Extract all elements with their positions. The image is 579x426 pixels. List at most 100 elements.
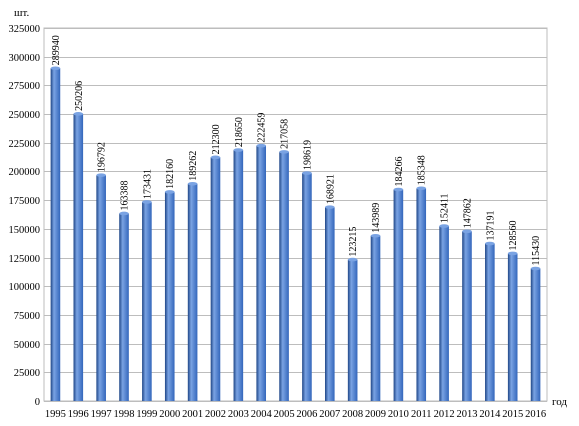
x-tick-label: 2000 [159,409,180,420]
bar-2003 [233,150,244,401]
y-tick-label: 100000 [9,282,41,293]
bar-2000 [164,191,175,401]
bar-cap [73,112,84,116]
bar-cap [324,205,335,209]
bars [50,66,541,401]
bar-cap [119,211,129,216]
bar-1999 [142,201,152,401]
data-label: 222459 [257,113,268,143]
data-label: 128560 [508,220,519,250]
bar-cap [256,143,267,148]
y-axis-ticks: 0 25000 50000 75000 100000 125000 150000 175000… [9,24,41,408]
bar-cap [370,233,381,238]
bar-cap [530,266,541,271]
y-tick-label: 125000 [9,254,41,265]
y-tick-label: 250000 [9,110,41,121]
y-tick-label: 25000 [14,368,40,379]
bar-cap [50,66,61,71]
bar-cap [416,186,427,191]
y-tick-label: 300000 [9,53,41,64]
bar-2009 [370,235,381,401]
x-axis-label: год [552,396,567,408]
y-tick-label: 200000 [9,167,41,178]
bar-cap [279,150,289,154]
y-tick-label: 75000 [14,311,40,322]
x-tick-label: 2010 [388,409,409,420]
bar-2015 [507,253,518,401]
x-tick-label: 2006 [296,409,317,420]
x-tick-label: 1995 [45,409,66,420]
bar-2011 [416,188,427,401]
bar-2006 [302,173,312,401]
data-label: 198619 [302,140,313,170]
bar-cap [507,251,518,256]
bar-2004 [256,145,267,401]
data-label: 143989 [371,203,382,233]
data-label: 147862 [462,198,473,228]
y-tick-label: 275000 [9,81,41,92]
bar-2016 [530,268,541,401]
x-tick-label: 2007 [319,409,340,420]
bar-cap [347,257,358,262]
bar-2007 [324,207,335,401]
data-label: 182160 [165,159,176,189]
x-tick-label: 2005 [274,409,295,420]
data-label: 168921 [325,174,336,204]
bar-cap [302,171,312,175]
bar-cap [164,190,175,194]
x-tick-label: 2009 [365,409,386,420]
x-tick-label: 1997 [91,409,112,420]
data-label: 184266 [394,157,405,187]
bar-2012 [439,226,449,401]
x-axis-ticks: 1995 1996 1997 1998 1999 2000 2001 2002 2003 2004… [45,409,546,420]
bar-cap [485,241,495,246]
x-tick-label: 1996 [68,409,89,420]
data-label: 152411 [440,193,451,223]
data-label: 185348 [417,155,428,185]
data-label: 250206 [74,81,85,111]
bar-2014 [485,243,495,401]
data-label: 163388 [120,180,131,210]
data-labels: 289940 250206 196792 163388 173431 182160 1892… [51,35,542,265]
data-label: 115430 [531,236,542,266]
y-tick-label: 50000 [14,340,40,351]
y-tick-label: 325000 [9,24,41,35]
x-tick-label: 2015 [502,409,523,420]
x-tick-label: 2013 [456,409,477,420]
bar-1995 [50,68,61,401]
x-tick-label: 2012 [434,409,455,420]
bar-cap [187,181,198,186]
bar-cap [210,155,221,160]
data-label: 217058 [280,119,291,149]
x-tick-label: 1999 [136,409,157,420]
x-tick-label: 2002 [205,409,226,420]
bar-1998 [119,213,129,401]
bar-2010 [393,189,404,401]
data-label: 137191 [485,211,496,241]
bar-2001 [187,183,198,401]
bar-cap [96,173,106,177]
bar-1996 [73,113,84,401]
x-tick-label: 2016 [525,409,546,420]
x-tick-label: 2008 [342,409,363,420]
bar-2005 [279,151,289,401]
data-label: 212300 [211,124,222,154]
x-tick-label: 2011 [411,409,432,420]
bar-cap [462,229,472,234]
x-tick-label: 1998 [114,409,135,420]
data-label: 123215 [348,227,359,257]
y-tick-label: 0 [35,397,40,408]
data-label: 196792 [97,142,108,172]
x-tick-label: 2004 [251,409,273,420]
x-tick-label: 2014 [479,409,501,420]
bar-2008 [347,259,358,401]
data-label: 218650 [234,117,245,147]
bar-cap [142,200,152,204]
x-tick-label: 2003 [228,409,249,420]
data-label: 189262 [188,151,199,181]
y-axis-label: шт. [14,7,29,19]
x-tick-label: 2001 [182,409,203,420]
bar-cap [439,224,449,228]
